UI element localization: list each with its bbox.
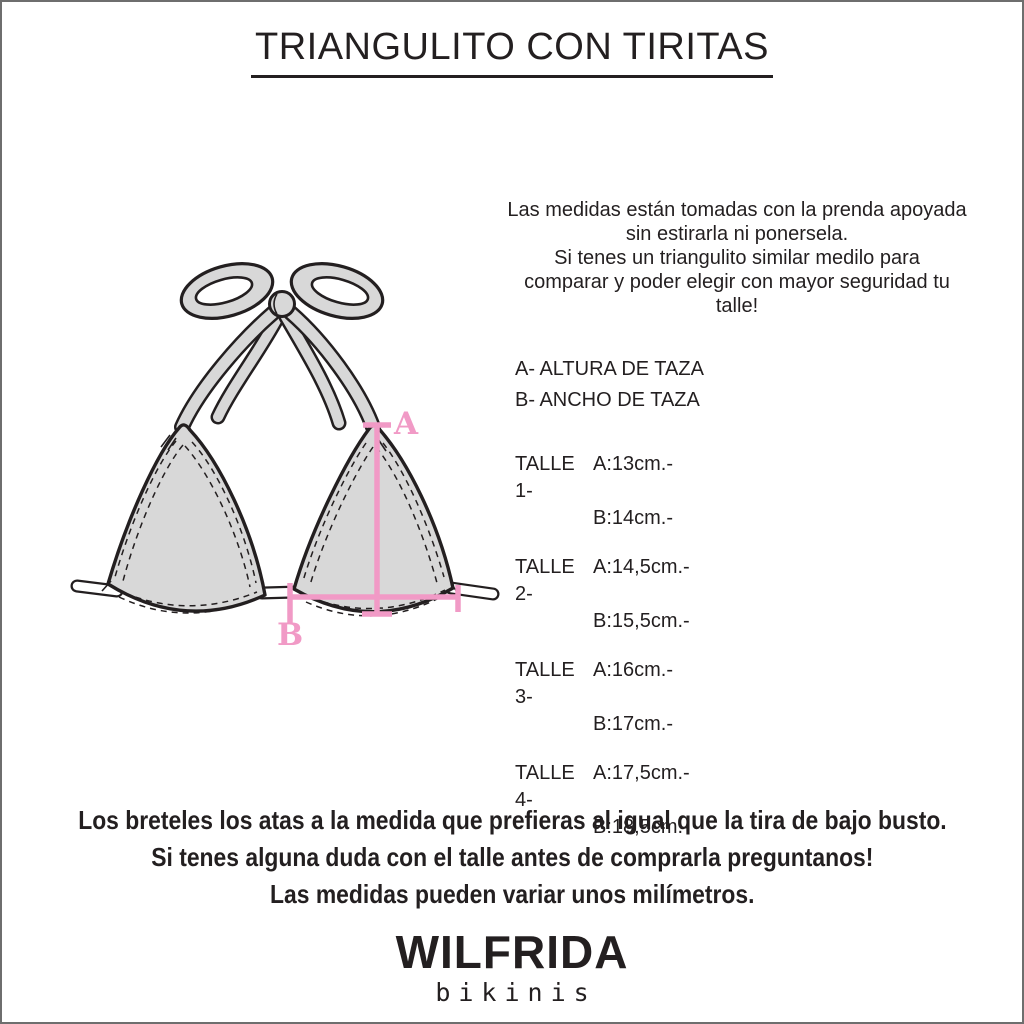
brand-name: WILFRIDA: [395, 926, 629, 978]
bikini-top-diagram: A B: [70, 262, 500, 653]
footer-note: Las medidas pueden variar unos milímetro…: [269, 879, 755, 909]
header: TRIANGULITO CON TIRITAS: [2, 26, 1022, 78]
size-row: B:18,5cm.-: [515, 814, 690, 841]
footer-note: Los breteles los atas a la medida que pr…: [77, 805, 947, 835]
size-entry-talle-4: TALLE 4- A:17,5cm.- B:18,5cm.-: [515, 760, 690, 841]
gather-lines: [101, 434, 460, 595]
size-entry-talle-2: TALLE 2- A:14,5cm.- B:15,5cm.-: [515, 554, 690, 635]
instruction-line: talle!: [715, 295, 759, 317]
size-measure-b: B:18,5cm.-: [593, 816, 690, 838]
instruction-line: comparar y poder elegir con mayor seguri…: [524, 271, 950, 293]
instruction-line: sin estirarla ni ponersela.: [625, 223, 849, 245]
instruction-line: Las medidas están tomadas con la prenda …: [507, 199, 967, 221]
halter-straps: [174, 305, 381, 435]
size-row: TALLE 3- A:16cm.-: [515, 657, 690, 711]
label-a: A: [393, 406, 419, 442]
bow-right-loop-hole: [310, 276, 370, 306]
size-row: TALLE 2- A:14,5cm.-: [515, 554, 690, 608]
brand-logo: WILFRIDA bikinis: [2, 928, 1022, 1007]
size-row: B:15,5cm.-: [515, 608, 690, 635]
size-name: TALLE 2-: [515, 556, 575, 605]
measuring-instructions: Las medidas están tomadas con la prenda …: [502, 198, 972, 318]
size-chart: TALLE 1- A:13cm.- B:14cm.- TALLE 2- A:14…: [515, 451, 690, 863]
instruction-line: Si tenes un triangulito similar medilo p…: [554, 247, 920, 269]
footer-note: Si tenes alguna duda con el talle antes …: [150, 842, 874, 872]
bow: [179, 262, 385, 320]
size-entry-talle-3: TALLE 3- A:16cm.- B:17cm.-: [515, 657, 690, 738]
size-measure-b: B:14cm.-: [593, 507, 674, 529]
left-cup: [106, 423, 267, 613]
bow-left-loop-hole: [194, 276, 254, 306]
size-measure-b: B:17cm.-: [593, 713, 674, 735]
brand-subtitle: bikinis: [435, 978, 597, 1007]
size-measure-a: A:17,5cm.-: [593, 762, 690, 784]
footer-notes: Los breteles los atas a la medida que pr…: [2, 802, 1022, 913]
size-entry-talle-1: TALLE 1- A:13cm.- B:14cm.-: [515, 451, 690, 532]
stitching-dashes: [114, 440, 446, 617]
measurement-legend: A- ALTURA DE TAZA B- ANCHO DE TAZA: [515, 354, 704, 416]
size-measure-a: A:13cm.-: [593, 453, 674, 475]
page-title: TRIANGULITO CON TIRITAS: [251, 26, 773, 78]
size-name: TALLE 3-: [515, 659, 575, 708]
size-measure-a: A:14,5cm.-: [593, 556, 690, 578]
size-row: B:14cm.-: [515, 505, 690, 532]
size-row: B:17cm.-: [515, 711, 690, 738]
size-name: TALLE 4-: [515, 762, 575, 811]
right-cup: [292, 424, 455, 614]
size-row: TALLE 4- A:17,5cm.-: [515, 760, 690, 814]
size-row: TALLE 1- A:13cm.-: [515, 451, 690, 505]
legend-a: A- ALTURA DE TAZA: [515, 358, 704, 380]
measurement-marks: [287, 422, 461, 624]
label-b: B: [277, 617, 303, 653]
size-measure-b: B:15,5cm.-: [593, 610, 690, 632]
size-measure-a: A:16cm.-: [593, 659, 674, 681]
legend-b: B- ANCHO DE TAZA: [515, 389, 700, 411]
size-name: TALLE 1-: [515, 453, 575, 502]
